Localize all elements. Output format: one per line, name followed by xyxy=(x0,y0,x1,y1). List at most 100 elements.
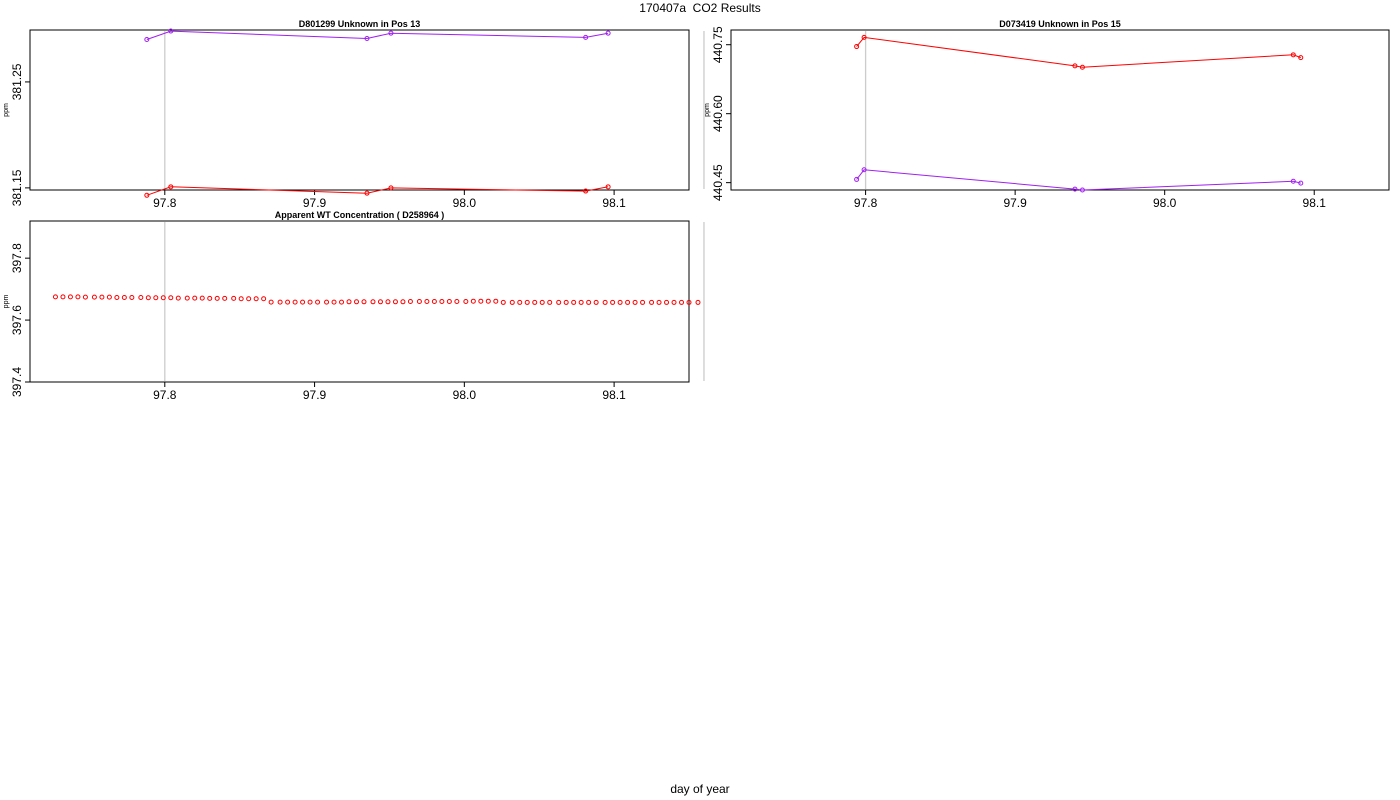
data-point xyxy=(346,299,352,305)
data-point xyxy=(532,299,538,305)
data-point xyxy=(192,295,198,301)
data-point xyxy=(106,294,112,300)
data-point xyxy=(407,299,413,304)
data-point xyxy=(285,299,291,305)
data-point xyxy=(640,299,646,305)
y-axis-label: ppm xyxy=(3,103,10,117)
data-point xyxy=(175,295,181,301)
chart-panel-3: Apparent WT Concentration ( D258964 ) ppm… xyxy=(3,210,705,402)
data-point xyxy=(292,299,298,305)
data-point xyxy=(583,188,589,194)
panel-title: Apparent WT Concentration ( D258964 ) xyxy=(275,210,445,220)
data-point xyxy=(424,299,430,304)
data-point xyxy=(385,299,391,305)
data-point xyxy=(547,299,553,305)
x-tick-label: 97.9 xyxy=(1003,196,1027,210)
data-point xyxy=(686,299,692,305)
y-tick-label: 440.45 xyxy=(711,164,725,201)
series-line xyxy=(856,36,1301,68)
data-point xyxy=(82,294,88,300)
x-tick-label: 98.1 xyxy=(602,388,626,402)
data-point xyxy=(439,299,445,304)
data-point xyxy=(632,299,638,305)
data-point xyxy=(331,299,337,305)
data-point xyxy=(364,190,370,196)
data-point xyxy=(168,28,174,34)
data-point xyxy=(610,299,616,305)
data-point xyxy=(500,299,506,305)
data-point xyxy=(129,294,135,300)
data-point xyxy=(392,299,398,305)
data-point xyxy=(246,296,252,302)
data-point xyxy=(184,295,190,301)
data-point xyxy=(377,299,383,305)
chart-panel-2: D073419 Unknown in Pos 15 ppm 97.8 97.9 98.0… xyxy=(704,19,1390,210)
data-point xyxy=(478,298,484,304)
x-tick-label: 97.8 xyxy=(153,196,177,210)
plot-frame xyxy=(29,220,690,383)
data-point xyxy=(454,299,460,304)
data-point xyxy=(463,299,469,304)
data-point xyxy=(307,299,313,305)
x-tick-label: 98.0 xyxy=(453,388,477,402)
data-point xyxy=(485,298,491,304)
x-tick-label: 98.1 xyxy=(602,196,626,210)
x-tick-label: 97.8 xyxy=(854,196,878,210)
data-point xyxy=(354,299,360,305)
data-point xyxy=(1290,178,1296,184)
data-series xyxy=(144,28,611,43)
data-point xyxy=(160,295,166,301)
data-point xyxy=(470,298,476,304)
series-line xyxy=(146,186,609,196)
data-point xyxy=(277,299,283,305)
data-point xyxy=(1072,186,1078,192)
y-tick-label: 397.8 xyxy=(10,243,24,273)
plot-frame xyxy=(29,29,690,191)
data-point xyxy=(1298,180,1304,186)
data-point xyxy=(253,296,259,302)
data-point xyxy=(231,295,237,301)
x-tick-label: 98.1 xyxy=(1303,196,1327,210)
chart-panel-1: D801299 Unknown in Pos 13 ppm 97.8 97.9 98.0… xyxy=(3,19,705,210)
data-point xyxy=(388,185,394,191)
data-point xyxy=(664,299,670,305)
data-point xyxy=(656,299,662,305)
data-point xyxy=(1079,64,1085,70)
data-point xyxy=(625,299,631,305)
plot-frame xyxy=(730,29,1390,191)
y-tick-label: 381.25 xyxy=(10,63,24,100)
data-point xyxy=(1298,55,1304,61)
data-point xyxy=(261,296,267,302)
data-point xyxy=(605,30,611,36)
data-point xyxy=(524,299,530,305)
data-point xyxy=(1072,63,1078,69)
data-point xyxy=(121,294,127,300)
data-point xyxy=(300,299,306,305)
data-point xyxy=(509,299,515,305)
y-axis-label: ppm xyxy=(3,295,10,309)
data-point xyxy=(416,299,422,304)
data-point xyxy=(695,299,701,305)
data-point xyxy=(563,299,569,305)
data-point xyxy=(60,294,66,300)
data-point xyxy=(114,294,120,300)
data-point xyxy=(67,294,73,300)
data-point xyxy=(315,299,321,305)
data-point xyxy=(617,299,623,305)
data-point xyxy=(339,299,345,305)
data-point xyxy=(75,294,81,300)
data-series xyxy=(144,184,611,198)
data-point xyxy=(539,299,545,305)
data-series xyxy=(52,294,701,305)
data-point xyxy=(324,299,330,305)
series-line xyxy=(856,169,1301,191)
y-tick-label: 440.60 xyxy=(711,95,725,132)
data-point xyxy=(671,299,677,305)
x-tick-label: 97.9 xyxy=(303,196,327,210)
data-point xyxy=(268,299,274,305)
data-point xyxy=(400,299,406,305)
data-point xyxy=(679,299,685,305)
data-series xyxy=(854,167,1304,193)
data-point xyxy=(602,299,608,305)
